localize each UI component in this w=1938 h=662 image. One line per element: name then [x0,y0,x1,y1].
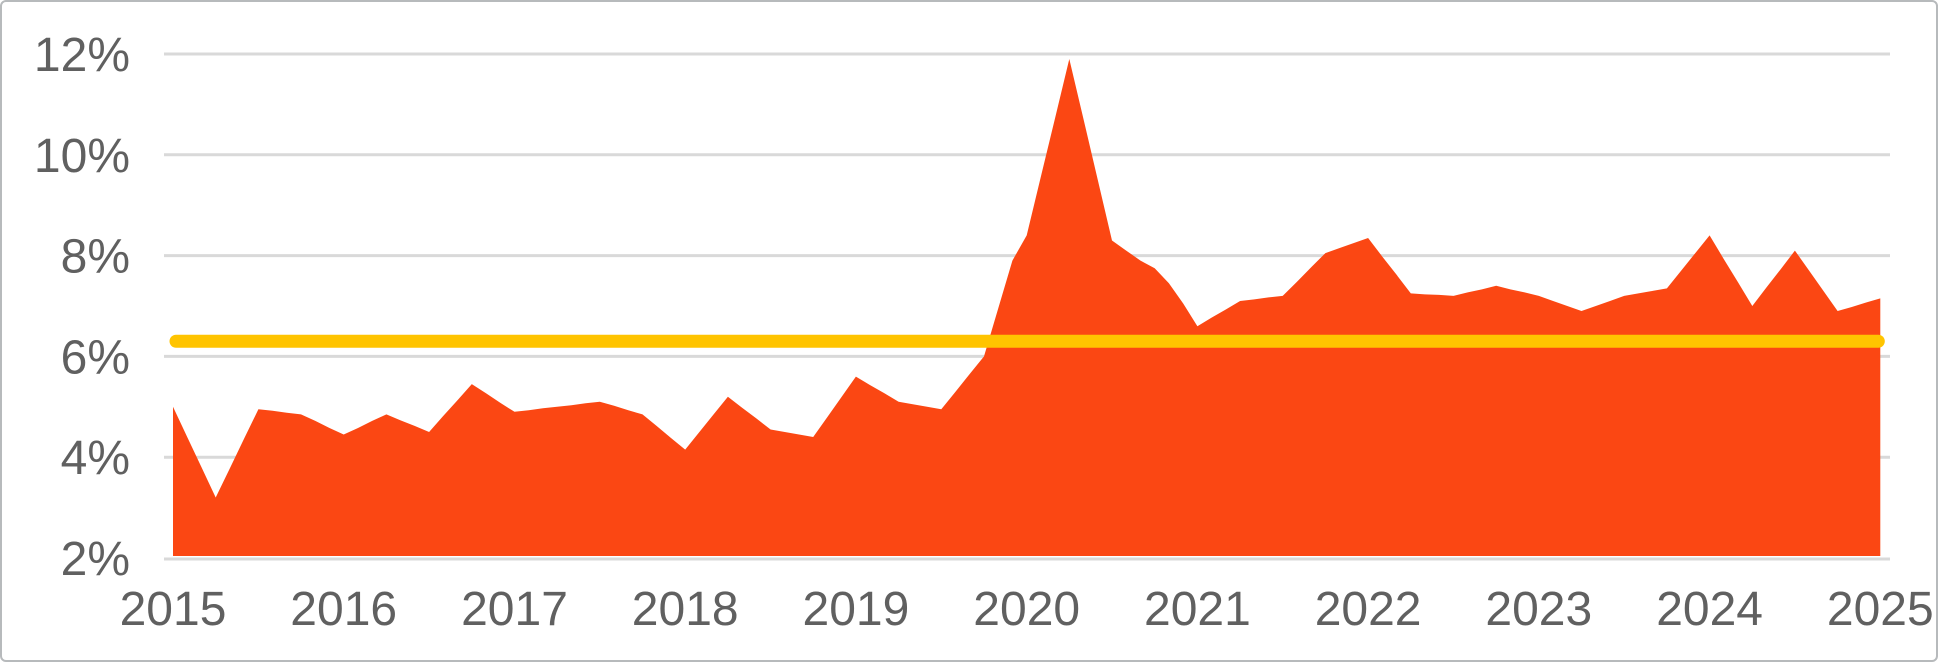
x-axis-tick-label: 2025 [1827,583,1934,636]
y-axis-tick-label: 12% [34,29,130,82]
x-axis-tick-label: 2015 [120,583,227,636]
x-axis-tick-label: 2022 [1315,583,1422,636]
x-axis-tick-label: 2016 [290,583,397,636]
x-axis-tick-label: 2023 [1485,583,1592,636]
x-axis-tick-label: 2018 [632,583,739,636]
x-axis-tick-label: 2024 [1656,583,1763,636]
area-series [173,59,1881,556]
y-axis-tick-label: 4% [61,432,130,485]
x-axis-tick-label: 2019 [803,583,910,636]
x-axis-tick-label: 2020 [973,583,1080,636]
x-axis-tick-label: 2017 [461,583,568,636]
y-axis-tick-label: 8% [61,231,130,284]
x-axis-tick-label: 2021 [1144,583,1251,636]
y-axis-tick-label: 6% [61,331,130,384]
y-axis-tick-label: 10% [34,130,130,183]
y-axis-tick-label: 2% [61,533,130,586]
